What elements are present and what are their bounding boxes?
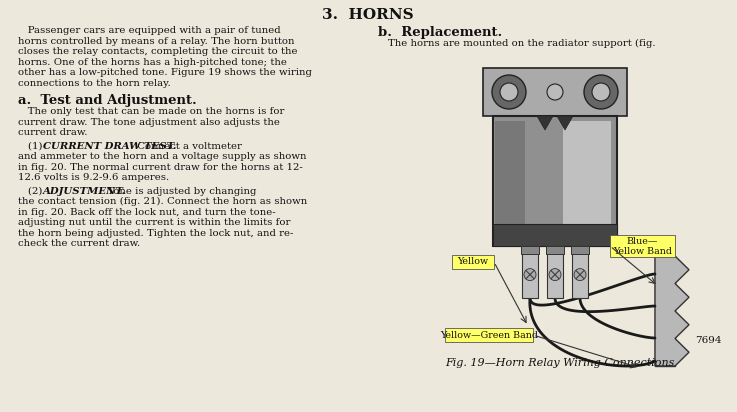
Polygon shape bbox=[537, 116, 553, 130]
Circle shape bbox=[524, 269, 536, 281]
Text: ADJUSTMENT.: ADJUSTMENT. bbox=[43, 187, 126, 196]
Bar bbox=[572, 246, 588, 298]
Text: Yellow—Green Band: Yellow—Green Band bbox=[440, 330, 538, 339]
Text: other has a low-pitched tone. Figure 19 shows the wiring: other has a low-pitched tone. Figure 19 … bbox=[18, 68, 312, 77]
Text: The only test that can be made on the horns is for: The only test that can be made on the ho… bbox=[18, 107, 284, 116]
Text: CURRENT DRAW TEST.: CURRENT DRAW TEST. bbox=[43, 141, 176, 150]
Text: The horns are mounted on the radiator support (fig.: The horns are mounted on the radiator su… bbox=[388, 39, 656, 48]
Text: (2): (2) bbox=[28, 187, 46, 196]
Circle shape bbox=[547, 84, 563, 100]
Text: and ammeter to the horn and a voltage supply as shown: and ammeter to the horn and a voltage su… bbox=[18, 152, 307, 161]
Text: Fig. 19—Horn Relay Wiring Connections: Fig. 19—Horn Relay Wiring Connections bbox=[445, 358, 674, 368]
Circle shape bbox=[574, 269, 586, 281]
Text: horns. One of the horns has a high-pitched tone; the: horns. One of the horns has a high-pitch… bbox=[18, 58, 287, 66]
Polygon shape bbox=[655, 256, 689, 366]
Polygon shape bbox=[557, 116, 573, 130]
Text: (1): (1) bbox=[28, 141, 46, 150]
Text: Connect a voltmeter: Connect a voltmeter bbox=[134, 141, 242, 150]
Text: Yellow: Yellow bbox=[458, 258, 489, 267]
Text: 12.6 volts is 9.2-9.6 amperes.: 12.6 volts is 9.2-9.6 amperes. bbox=[18, 173, 170, 182]
Bar bbox=[522, 246, 538, 298]
Text: a.  Test and Adjustment.: a. Test and Adjustment. bbox=[18, 94, 197, 107]
Text: connections to the horn relay.: connections to the horn relay. bbox=[18, 79, 171, 87]
Bar bbox=[495, 121, 525, 241]
Circle shape bbox=[492, 75, 526, 109]
Text: horns controlled by means of a relay. The horn button: horns controlled by means of a relay. Th… bbox=[18, 37, 295, 45]
Bar bbox=[445, 328, 533, 342]
Text: in fig. 20. The normal current draw for the horns at 12-: in fig. 20. The normal current draw for … bbox=[18, 162, 303, 171]
Bar bbox=[493, 116, 617, 246]
Bar bbox=[452, 255, 494, 269]
Text: adjusting nut until the current is within the limits for: adjusting nut until the current is withi… bbox=[18, 218, 290, 227]
Text: 3.  HORNS: 3. HORNS bbox=[322, 8, 413, 22]
Text: 7694: 7694 bbox=[695, 336, 722, 345]
Text: Tone is adjusted by changing: Tone is adjusted by changing bbox=[104, 187, 256, 196]
Bar bbox=[493, 224, 617, 246]
Bar bbox=[547, 246, 563, 298]
Text: b.  Replacement.: b. Replacement. bbox=[378, 26, 502, 39]
Text: in fig. 20. Back off the lock nut, and turn the tone-: in fig. 20. Back off the lock nut, and t… bbox=[18, 208, 276, 216]
Bar bbox=[521, 246, 539, 254]
Circle shape bbox=[592, 83, 610, 101]
Circle shape bbox=[549, 269, 561, 281]
Bar bbox=[546, 246, 564, 254]
Circle shape bbox=[500, 83, 518, 101]
Text: Passenger cars are equipped with a pair of tuned: Passenger cars are equipped with a pair … bbox=[18, 26, 281, 35]
Text: Yellow Band: Yellow Band bbox=[613, 246, 672, 255]
Text: the contact tension (fig. 21). Connect the horn as shown: the contact tension (fig. 21). Connect t… bbox=[18, 197, 307, 206]
Bar bbox=[563, 121, 611, 241]
Text: Blue—: Blue— bbox=[626, 236, 658, 246]
Polygon shape bbox=[655, 256, 675, 366]
Text: the horn being adjusted. Tighten the lock nut, and re-: the horn being adjusted. Tighten the loc… bbox=[18, 229, 293, 237]
Text: closes the relay contacts, completing the circuit to the: closes the relay contacts, completing th… bbox=[18, 47, 298, 56]
Text: current draw.: current draw. bbox=[18, 128, 88, 137]
Text: current draw. The tone adjustment also adjusts the: current draw. The tone adjustment also a… bbox=[18, 117, 280, 126]
Circle shape bbox=[584, 75, 618, 109]
Bar bbox=[571, 246, 589, 254]
Bar bbox=[483, 68, 627, 116]
Text: check the current draw.: check the current draw. bbox=[18, 239, 140, 248]
Bar bbox=[610, 235, 675, 257]
